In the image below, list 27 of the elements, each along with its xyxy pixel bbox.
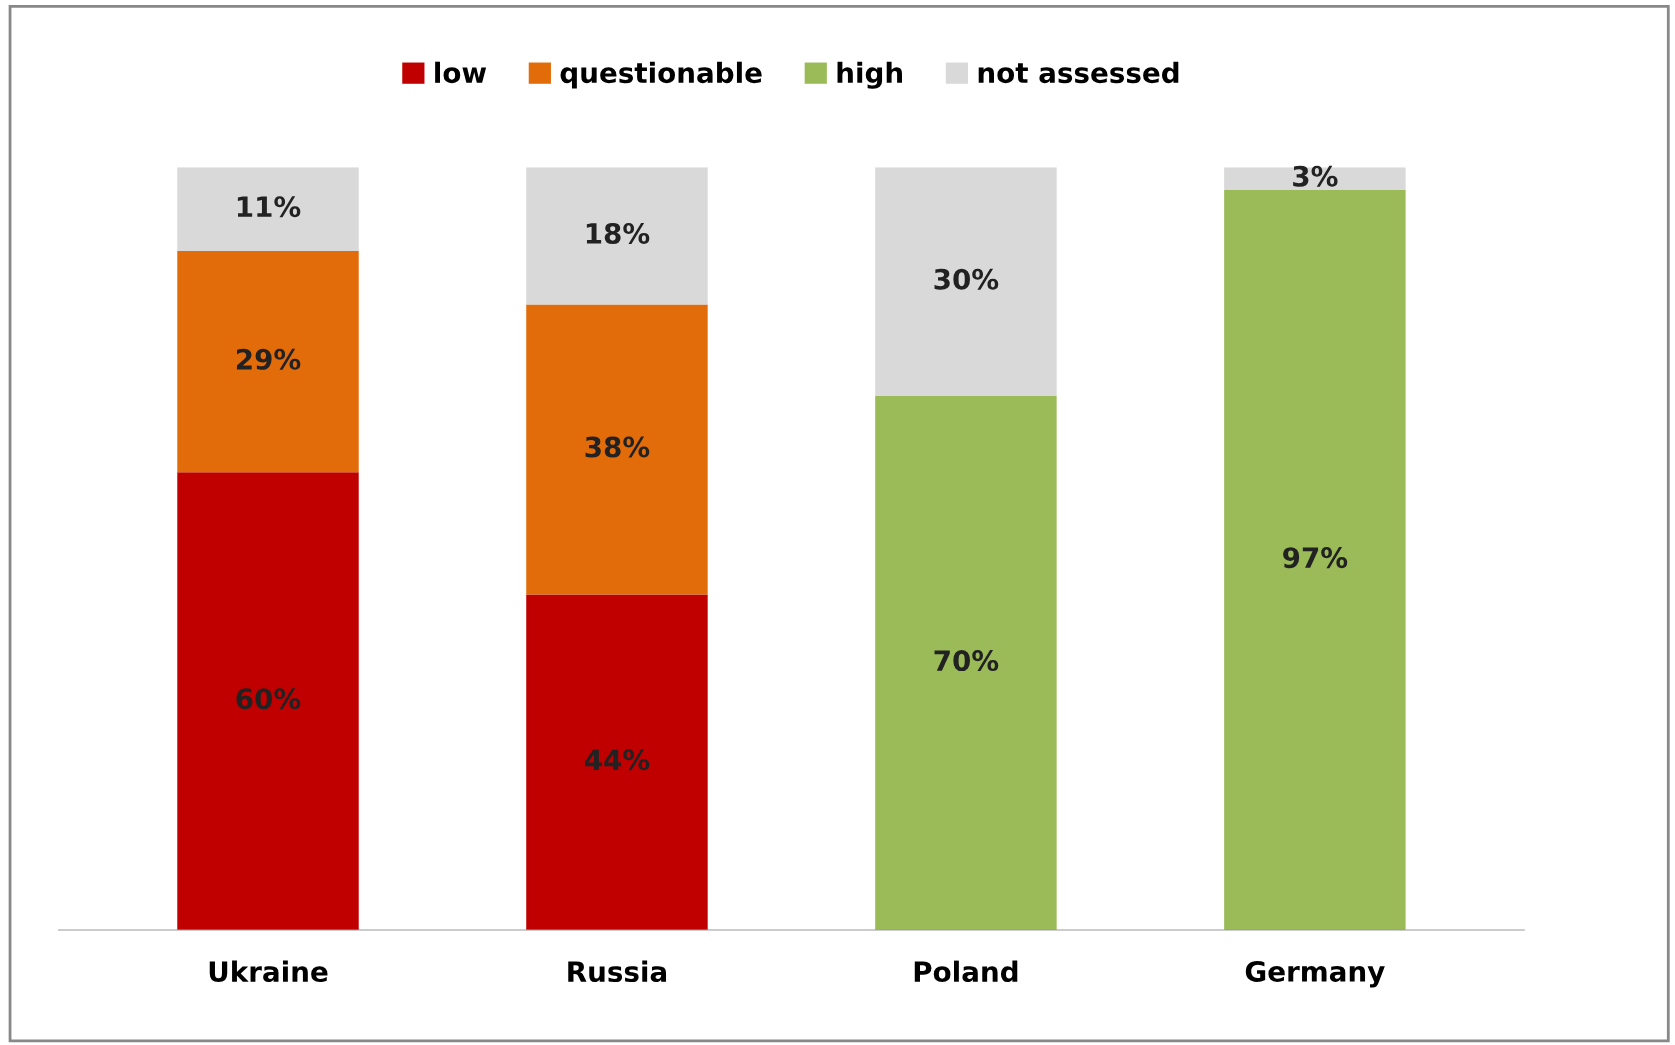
data-label: 11% xyxy=(237,196,301,218)
data-label: 44% xyxy=(584,749,650,771)
bar xyxy=(1224,190,1406,931)
bar xyxy=(177,167,359,252)
bar xyxy=(526,304,708,595)
legend-label: low xyxy=(435,61,487,84)
data-label: 29% xyxy=(236,348,301,370)
legend-label: questionable xyxy=(560,61,762,89)
legend-label: not assessed xyxy=(978,61,1179,84)
data-label: 3% xyxy=(1293,165,1338,187)
x-tick-label: Ukraine xyxy=(209,960,328,983)
x-tick-label: Poland xyxy=(914,960,1018,983)
bar xyxy=(875,167,1057,397)
x-tick-label: Russia xyxy=(568,960,667,983)
bar xyxy=(177,472,359,931)
data-label: 60% xyxy=(236,688,301,710)
x-tick-label: Germany xyxy=(1245,960,1385,988)
bar xyxy=(526,594,708,931)
legend-label: high xyxy=(837,61,902,89)
bar xyxy=(177,251,359,473)
data-label: 70% xyxy=(934,650,999,672)
data-label: 30% xyxy=(934,268,999,290)
data-label: 97% xyxy=(1283,547,1348,569)
bar xyxy=(875,396,1057,931)
bar xyxy=(526,167,708,305)
data-label: 18% xyxy=(586,222,650,244)
data-label: 38% xyxy=(585,436,650,458)
